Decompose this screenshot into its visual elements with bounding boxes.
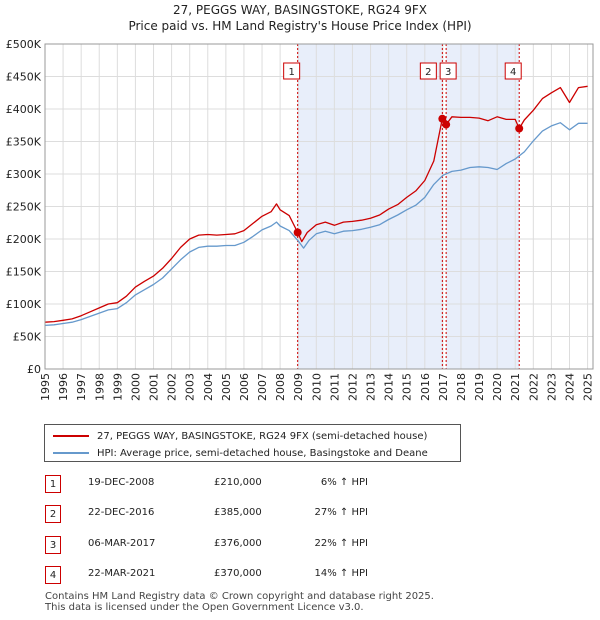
legend-item-hpi: HPI: Average price, semi-detached house,…: [53, 445, 428, 461]
x-tick-label: 2004: [202, 373, 215, 401]
sale-hpi-change: 14% ↑ HPI: [314, 568, 368, 579]
sale-number-badge: 2: [45, 505, 61, 523]
x-tick-label: 2022: [527, 373, 540, 401]
chart-title: 27, PEGGS WAY, BASINGSTOKE, RG24 9FX: [173, 3, 427, 17]
sale-price: £385,000: [214, 507, 262, 518]
x-tick-label: 2006: [238, 373, 251, 401]
y-tick-label: £100K: [6, 298, 42, 311]
y-tick-label: £200K: [6, 233, 42, 246]
sale-date: 22-MAR-2021: [88, 568, 156, 579]
y-tick-label: £500K: [6, 38, 42, 51]
x-tick-label: 2009: [292, 373, 305, 401]
annotation-label: 3: [445, 67, 451, 78]
annotation-label: 2: [425, 67, 431, 78]
annotation-label: 1: [288, 67, 294, 78]
sale-price: £370,000: [214, 568, 262, 579]
annotation-box: [439, 62, 457, 80]
legend-label-property: 27, PEGGS WAY, BASINGSTOKE, RG24 9FX (se…: [97, 430, 428, 442]
x-tick-label: 1999: [111, 373, 124, 401]
sale-row: 2 22-DEC-2016 £385,000 27% ↑ HPI: [0, 505, 600, 525]
sale-point: [293, 228, 302, 237]
sale-price: £210,000: [214, 477, 262, 488]
sale-hpi-change: 22% ↑ HPI: [314, 538, 368, 549]
annotation-label: 4: [510, 67, 516, 78]
x-tick-label: 1996: [57, 373, 70, 401]
footer-attribution: Contains HM Land Registry data © Crown c…: [45, 591, 434, 613]
y-tick-label: £300K: [6, 168, 42, 181]
hpi-series-line: [44, 122, 588, 327]
sale-row: 3 06-MAR-2017 £376,000 22% ↑ HPI: [0, 536, 600, 556]
x-tick-label: 2021: [509, 373, 522, 401]
sale-price: £376,000: [214, 538, 262, 549]
x-tick-label: 2011: [328, 373, 341, 401]
footer-licence: This data is licensed under the Open Gov…: [45, 602, 364, 613]
sale-point: [438, 114, 447, 123]
price-chart: 27, PEGGS WAY, BASINGSTOKE, RG24 9FX Pri…: [6, 3, 595, 401]
x-tick-label: 2002: [166, 373, 179, 401]
y-tick-label: £250K: [6, 201, 42, 214]
sale-date: 22-DEC-2016: [88, 507, 155, 518]
x-tick-label: 2014: [383, 373, 396, 401]
x-tick-label: 1998: [93, 373, 106, 401]
sale-date: 19-DEC-2008: [88, 477, 155, 488]
y-tick-label: £150K: [6, 266, 42, 279]
chart-legend: 27, PEGGS WAY, BASINGSTOKE, RG24 9FX (se…: [44, 424, 461, 462]
y-tick-label: £50K: [13, 331, 42, 344]
x-tick-label: 2010: [310, 373, 323, 401]
x-tick-label: 2015: [401, 373, 414, 401]
annotation-box: [419, 62, 437, 80]
x-tick-label: 2000: [129, 373, 142, 401]
sale-row: 1 19-DEC-2008 £210,000 6% ↑ HPI: [0, 475, 600, 495]
y-tick-label: £0: [27, 363, 41, 376]
property-series-line: [44, 85, 588, 323]
sale-number-badge: 4: [45, 566, 61, 584]
x-tick-label: 2001: [148, 373, 161, 401]
legend-item-property: 27, PEGGS WAY, BASINGSTOKE, RG24 9FX (se…: [53, 428, 427, 444]
annotation-box: [504, 62, 522, 80]
x-tick-label: 2016: [419, 373, 432, 401]
sale-row: 4 22-MAR-2021 £370,000 14% ↑ HPI: [0, 566, 600, 586]
x-tick-label: 2017: [437, 373, 450, 401]
x-tick-label: 2023: [545, 373, 558, 401]
x-tick-label: 2005: [220, 373, 233, 401]
x-tick-label: 2018: [455, 373, 468, 401]
sale-number-badge: 1: [45, 475, 61, 493]
x-tick-label: 2020: [491, 373, 504, 401]
x-tick-label: 2007: [256, 373, 269, 401]
x-tick-label: 2013: [365, 373, 378, 401]
x-tick-label: 2008: [274, 373, 287, 401]
legend-label-hpi: HPI: Average price, semi-detached house,…: [97, 447, 428, 459]
chart-subtitle: Price paid vs. HM Land Registry's House …: [128, 19, 471, 33]
legend-swatch-property: [53, 435, 89, 437]
x-tick-label: 2024: [563, 373, 576, 401]
x-tick-label: 2025: [582, 373, 595, 401]
x-tick-label: 1995: [39, 373, 52, 401]
y-tick-label: £400K: [6, 103, 42, 116]
sale-point: [515, 124, 524, 133]
x-tick-label: 2019: [473, 373, 486, 401]
annotation-box: [283, 62, 301, 80]
sale-date: 06-MAR-2017: [88, 538, 156, 549]
y-tick-label: £450K: [6, 71, 42, 84]
footer-copyright: Contains HM Land Registry data © Crown c…: [45, 591, 434, 602]
sale-hpi-change: 6% ↑ HPI: [320, 477, 368, 488]
plot-frame: [44, 43, 594, 370]
sale-hpi-change: 27% ↑ HPI: [314, 507, 368, 518]
x-tick-label: 2003: [184, 373, 197, 401]
x-tick-label: 2012: [346, 373, 359, 401]
y-tick-label: £350K: [6, 136, 42, 149]
sale-point: [442, 120, 451, 129]
legend-swatch-hpi: [53, 452, 89, 454]
x-tick-label: 1997: [75, 373, 88, 401]
sale-number-badge: 3: [45, 536, 61, 554]
